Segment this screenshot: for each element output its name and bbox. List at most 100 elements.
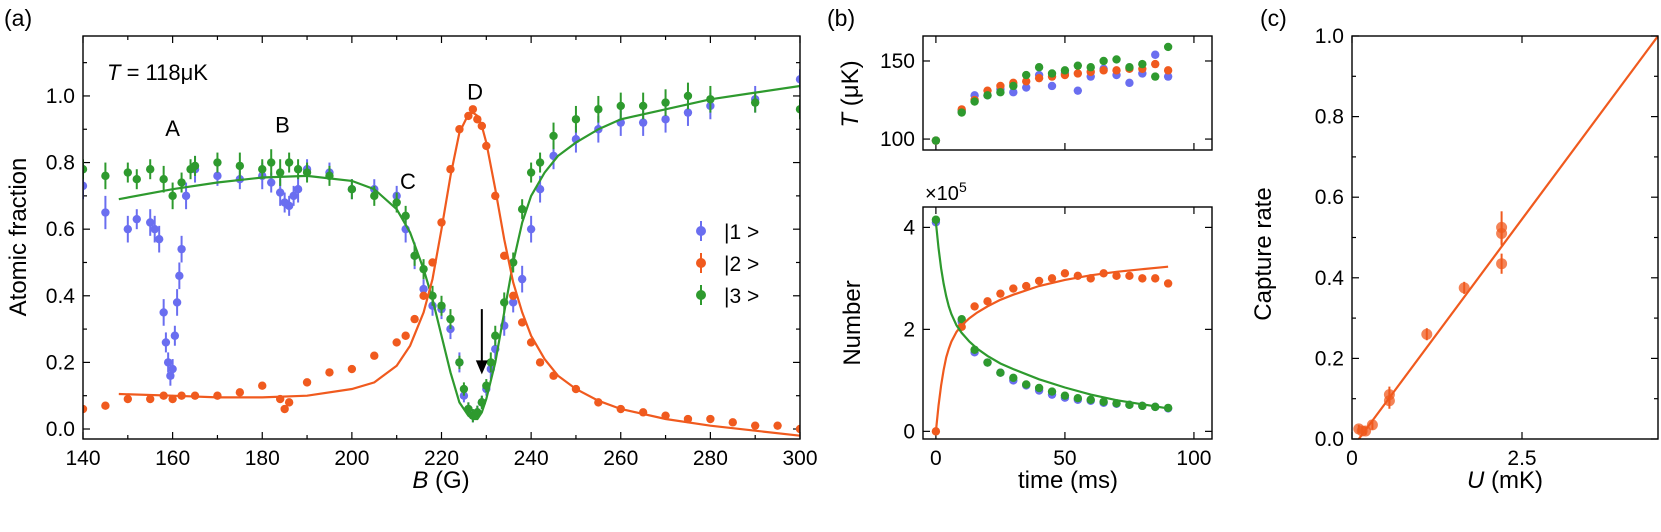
panel-label-a: (a): [4, 5, 32, 31]
b2-ytick-label: 0: [903, 420, 915, 443]
a-series-2-point: [101, 401, 110, 410]
plot-c-xlabel-var: U: [1467, 467, 1485, 494]
a-series-3-point: [594, 105, 603, 114]
b1-series-3-point: [1022, 70, 1031, 80]
annotation-B: B: [275, 113, 290, 138]
plot-b-top-data: [931, 42, 1173, 145]
c-ytick-label: 0.4: [1315, 267, 1345, 290]
a-series-3-point: [392, 198, 401, 207]
a-series-3-point: [535, 158, 545, 167]
b2-ytick-label: 4: [903, 216, 915, 239]
a-series-1-point: [123, 224, 133, 234]
a-xtick-label: 220: [424, 447, 459, 470]
c-ytick-label: 0.0: [1315, 428, 1344, 451]
legend-marker-1: [696, 226, 706, 236]
plot-b-top-frame: [922, 35, 1213, 151]
a-xtick-label: 260: [603, 447, 638, 470]
a-series-3-point: [410, 251, 419, 261]
a-series-1-point: [177, 244, 186, 254]
plot-b-top-ylabel: T (μK): [837, 60, 864, 127]
a-series-2-point: [401, 331, 410, 340]
a-series-2-point: [123, 394, 133, 404]
a-series-2-point: [706, 414, 715, 424]
a-series-3-point: [190, 161, 200, 171]
b2-series-2-point: [1060, 269, 1070, 278]
c-series-1-point: [1383, 389, 1395, 401]
a-series-1-point: [419, 284, 428, 294]
b2-series-3-point: [1047, 387, 1057, 396]
a-ytick-label: 0.2: [46, 351, 75, 374]
b2-series-3-point: [1099, 397, 1108, 406]
a-series-2-point: [347, 364, 357, 374]
plot-c-frame: [1351, 35, 1659, 440]
b2-series-3-point: [1073, 394, 1083, 403]
a-series-2-point: [302, 378, 312, 387]
b1-series-2-point: [1163, 66, 1173, 75]
plot-a-data: [83, 69, 800, 437]
c-series-1-point: [1366, 419, 1378, 431]
a-series-2-point: [509, 291, 518, 300]
a-series-3-point: [293, 165, 303, 174]
panel-label-c: (c): [1260, 5, 1287, 31]
a-series-3-point: [517, 204, 527, 214]
b2-series-2-point: [1009, 284, 1018, 293]
a-series-1-point: [661, 115, 670, 124]
b1-series-2-point: [1151, 59, 1160, 69]
a-series-1-point: [163, 358, 173, 367]
a-series-1-point: [289, 191, 298, 201]
c-series-1-point: [1496, 258, 1508, 270]
b1-series-1-point: [1009, 88, 1018, 97]
plot-b-bottom-ylabel: Number: [839, 280, 866, 365]
a-series-2-point: [795, 424, 800, 434]
a-series-2-point: [392, 338, 401, 347]
plot-a-xlabel: B (G): [412, 467, 469, 494]
annotation-C: C: [400, 169, 416, 194]
b2-ytick-label: 2: [903, 318, 915, 341]
b1-series-3-point: [1047, 69, 1057, 78]
a-series-3-point: [571, 115, 581, 124]
a-series-1-point: [170, 331, 180, 340]
a-series-2-point: [168, 394, 177, 404]
a-xtick-label: 180: [245, 447, 280, 470]
a-series-3-point: [370, 191, 379, 201]
b1-series-2-point: [1073, 69, 1083, 78]
a-xtick-label: 140: [65, 447, 100, 470]
a-series-1-point: [517, 274, 527, 284]
c-0-fit-line: [1357, 36, 1658, 439]
b1-series-3-point: [1009, 81, 1018, 91]
a-series-1-point: [275, 188, 285, 197]
b2-series-2-point: [1125, 271, 1134, 281]
c-ytick-label: 0.8: [1315, 106, 1344, 129]
a-series-3-point: [437, 301, 446, 310]
b2-series-2-point: [1138, 274, 1147, 283]
a-series-1-point: [638, 118, 648, 127]
panel-label-b: (b): [827, 5, 855, 31]
a-series-1-point: [154, 234, 164, 244]
annotation-A: A: [165, 116, 180, 141]
b1-series-1-point: [1073, 86, 1083, 95]
a-series-3-point: [347, 185, 357, 194]
legend-label-3: |3 >: [724, 285, 759, 308]
a-xtick-label: 300: [782, 447, 817, 470]
a-xtick-label: 200: [334, 447, 369, 470]
c-ytick-label: 0.6: [1315, 186, 1344, 209]
b2-series-3-point: [983, 358, 992, 367]
plot-b-top: 100 150: [880, 36, 1212, 151]
b1-series-2-point: [996, 81, 1005, 91]
b1-series-3-point: [996, 88, 1005, 97]
a-series-3-point: [526, 168, 536, 177]
a-series-1-point: [101, 208, 110, 217]
c-series-1-point: [1458, 282, 1470, 294]
a-series-2-point: [773, 421, 782, 430]
b2-series-3-point: [1009, 373, 1018, 383]
b2-series-3-point: [1034, 383, 1044, 393]
a-series-3-point: [146, 165, 155, 174]
b1-series-1-point: [1151, 50, 1160, 59]
b1-series-3-point: [1151, 72, 1160, 81]
b1-series-1-point: [1022, 83, 1031, 92]
b2-series-3-point: [957, 314, 966, 324]
plot-b-multiplier-base: ×10: [925, 183, 959, 205]
a-series-2-point: [728, 418, 737, 427]
a-ytick-label: 0.6: [46, 218, 75, 241]
a-0-fit-line: [118, 84, 800, 421]
